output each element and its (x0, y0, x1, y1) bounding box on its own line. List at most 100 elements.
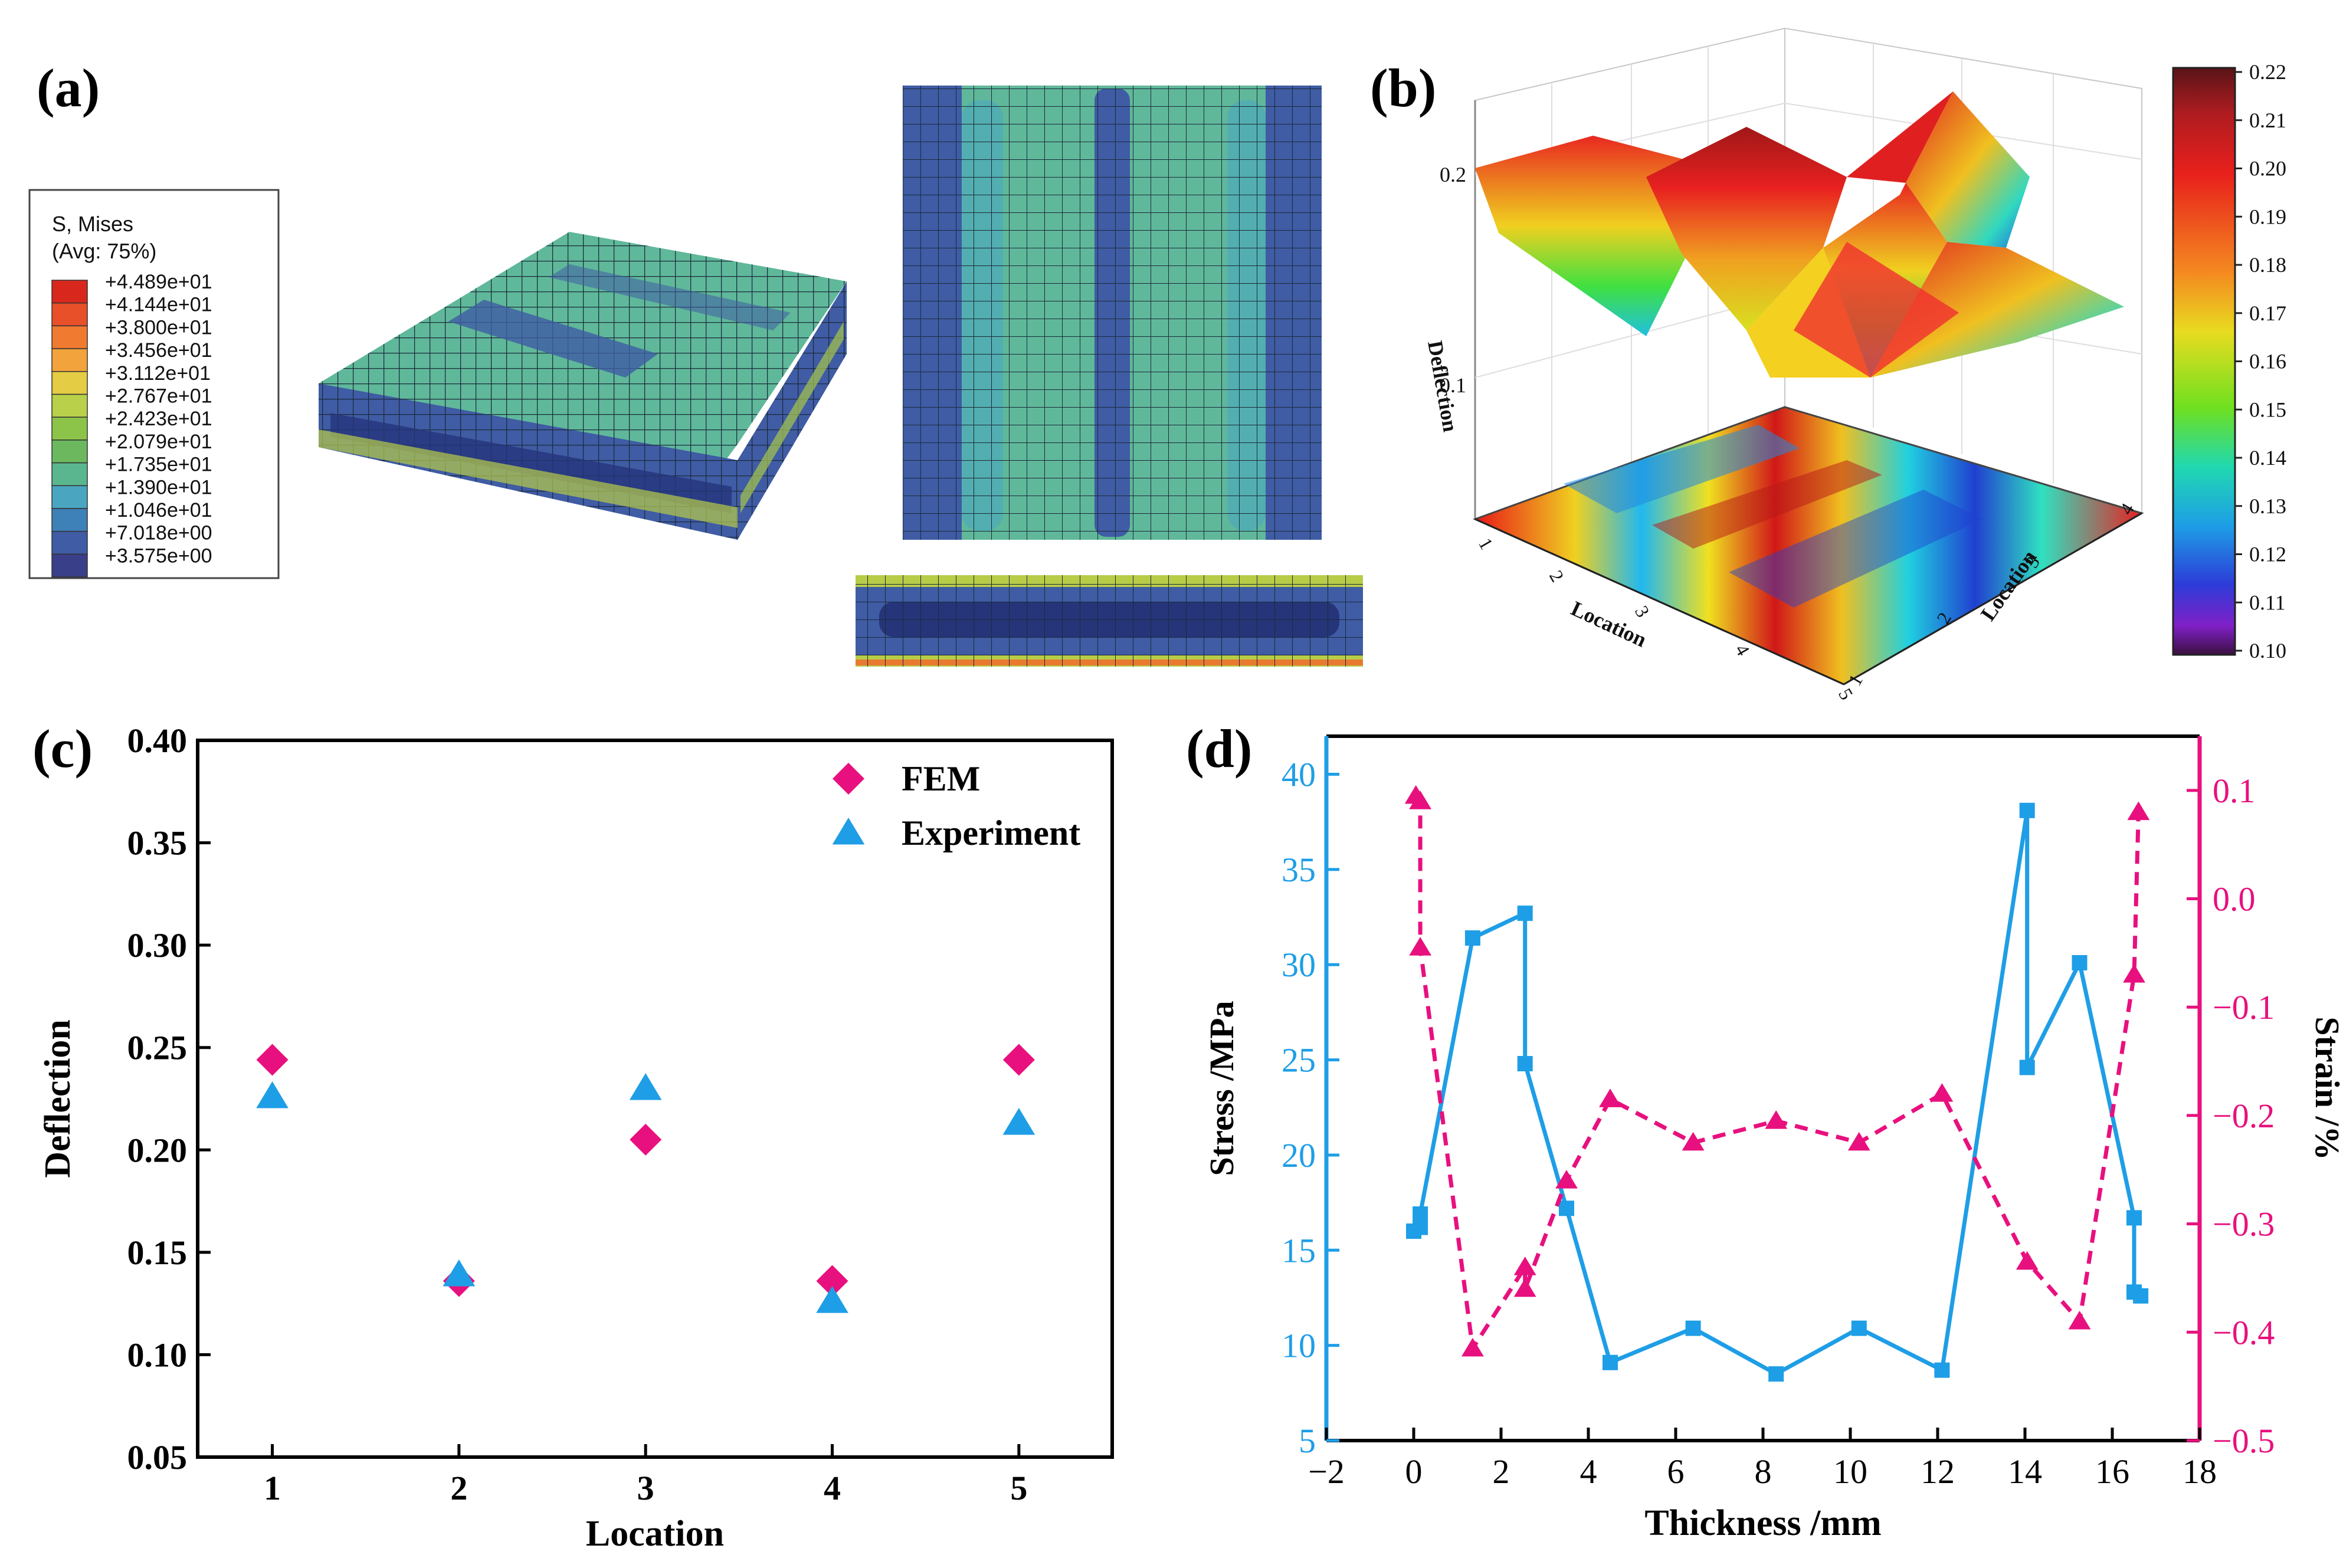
mises-legend-swatch (51, 280, 88, 304)
fem-block-side-band (740, 322, 844, 513)
strain-line (1414, 794, 2141, 1354)
line-left-tick-label: 5 (1299, 1422, 1316, 1460)
stress-point (1768, 1366, 1784, 1382)
surface-facet-7 (1870, 242, 2124, 378)
scatter-y-tick-label: 0.35 (127, 824, 188, 862)
scatter-legend-marker-experiment (832, 818, 865, 845)
surface-facet-2 (1646, 127, 1847, 330)
mises-legend-label: +1.046e+01 (105, 499, 212, 521)
mises-legend-swatch (51, 508, 88, 532)
line-left-tick-label: 40 (1282, 756, 1316, 794)
mises-legend-swatch (51, 416, 88, 441)
line-left-tick-label: 30 (1282, 946, 1316, 984)
scatter-legend-label: FEM (902, 759, 980, 798)
mises-legend-swatch (51, 348, 88, 372)
mises-legend-swatch (51, 302, 88, 327)
scatter-x-tick-label: 4 (824, 1469, 841, 1507)
scatter-x-tick-label: 5 (1010, 1469, 1027, 1507)
line-right-tick-label: −0.1 (2213, 988, 2275, 1026)
scatter-x-tick-label: 1 (264, 1469, 281, 1507)
line-left-axis-label: Stress /MPa (1202, 1001, 1241, 1176)
panel-a-tag: (a) (37, 58, 100, 118)
line-x-tick-label: −2 (1308, 1452, 1345, 1491)
scatter-point-experiment (443, 1259, 476, 1287)
mises-legend-label: +2.767e+01 (105, 385, 212, 408)
panel-b-tag: (b) (1370, 58, 1436, 118)
scatter-legend-marker-fem (833, 763, 864, 795)
surface-facet-4 (1847, 91, 1953, 183)
scatter-point-fem (630, 1123, 662, 1156)
surface-axis-y (1843, 512, 2142, 685)
mises-legend-label: +3.800e+01 (105, 316, 212, 339)
mises-legend: S, Mises (Avg: 75%) +4.489e+01+4.144e+01… (28, 189, 280, 579)
panel-d-tag: (d) (1186, 719, 1252, 779)
scatter-y-tick-label: 0.15 (127, 1234, 188, 1272)
scatter-point-experiment (256, 1081, 289, 1108)
line-left-tick-label: 10 (1282, 1327, 1316, 1365)
surface-x-tick-2: 2 (1545, 567, 1568, 586)
mises-legend-label: +4.489e+01 (105, 271, 212, 293)
scatter-point-fem (816, 1265, 848, 1297)
stress-line (1413, 810, 2142, 1377)
line-left-tick-label: 15 (1282, 1231, 1316, 1270)
line-right-tick-label: 0.0 (2213, 880, 2256, 919)
strain-point (1461, 1337, 1484, 1357)
mises-legend-swatch (51, 462, 88, 487)
surface-facet-8 (1794, 242, 1959, 378)
strain-point (1513, 1257, 1536, 1275)
strain-point (1682, 1131, 1705, 1151)
line-x-axis-label: Thickness /mm (1644, 1503, 1881, 1543)
strain-point (1599, 1088, 1621, 1107)
colorbar-tick-label: 0.16 (2249, 350, 2286, 373)
colorbar-gradient (2172, 67, 2236, 656)
surface-x-label: Location (1568, 596, 1650, 652)
scatter-y-tick-label: 0.20 (127, 1131, 188, 1169)
scatter-chart: 0.05 0.10 0.15 0.20 0.25 0.30 0.35 0.40 1 2 3 4 5 Loc… (38, 721, 1114, 1554)
stress-point (1851, 1320, 1867, 1336)
strain-point (1513, 1278, 1536, 1297)
mises-legend-subtitle: (Avg: 75%) (52, 239, 156, 263)
mises-legend-label: +3.112e+01 (105, 362, 211, 385)
mises-legend-swatch (51, 553, 88, 578)
line-right-tick-label: 0.1 (2213, 772, 2256, 810)
scatter-y-axis-label: Deflection (38, 1019, 78, 1178)
mises-legend-swatch (51, 371, 88, 395)
strain-point (2068, 1310, 2091, 1330)
line-x-tick-label: 14 (2008, 1452, 2042, 1491)
stress-point (1464, 930, 1480, 946)
line-right-tick-label: −0.3 (2213, 1205, 2275, 1244)
dual-axis-line-chart: −2 0 2 4 6 8 10 12 14 16 18 5 10 15 20 25 30 35 40 −0.5 −0.4… (1202, 734, 2343, 1543)
strain-point (2016, 1251, 2039, 1270)
surface-facet-5 (1906, 91, 2030, 248)
colorbar-tick-label: 0.14 (2249, 446, 2286, 470)
scatter-plot-frame (196, 739, 1114, 1459)
surface-x-tick-4: 4 (1731, 641, 1754, 660)
line-right-tick-label: −0.5 (2213, 1422, 2275, 1460)
surface-colorbar: 0.22 0.21 0.20 0.19 0.18 0.17 0.16 0.15 0.14 0.13… (2172, 60, 2286, 662)
mises-legend-swatch (51, 439, 88, 464)
line-x-tick-label: 18 (2183, 1452, 2217, 1491)
surface-x-tick-3: 3 (1631, 602, 1654, 621)
colorbar-tick-label: 0.10 (2249, 639, 2286, 662)
colorbar-tick-label: 0.17 (2249, 301, 2286, 325)
surface-plot (1473, 27, 2144, 685)
line-left-tick-label: 20 (1282, 1136, 1316, 1175)
stress-point (2019, 1059, 2035, 1075)
fem-block-3d (319, 232, 847, 540)
mises-legend-label: +1.390e+01 (105, 476, 212, 498)
stress-point (1413, 1219, 1428, 1235)
stress-point (2133, 1288, 2149, 1304)
strain-point (1555, 1170, 1578, 1189)
colorbar-tick-label: 0.15 (2249, 398, 2286, 421)
mises-legend-label: +7.018e+00 (105, 522, 212, 544)
surface-x-tick-1: 1 (1474, 534, 1497, 553)
line-right-tick-label: −0.4 (2213, 1313, 2275, 1352)
surface-x-tick-5: 5 (1834, 685, 1857, 704)
mises-legend-swatch (51, 325, 88, 349)
scatter-x-tick-label: 3 (637, 1469, 654, 1507)
mises-legend-swatch (51, 485, 88, 509)
surface-z-tick-0.2: 0.2 (1440, 163, 1466, 186)
surface-z-tick-0.1: 0.1 (1440, 373, 1466, 397)
stress-point (2072, 955, 2088, 971)
